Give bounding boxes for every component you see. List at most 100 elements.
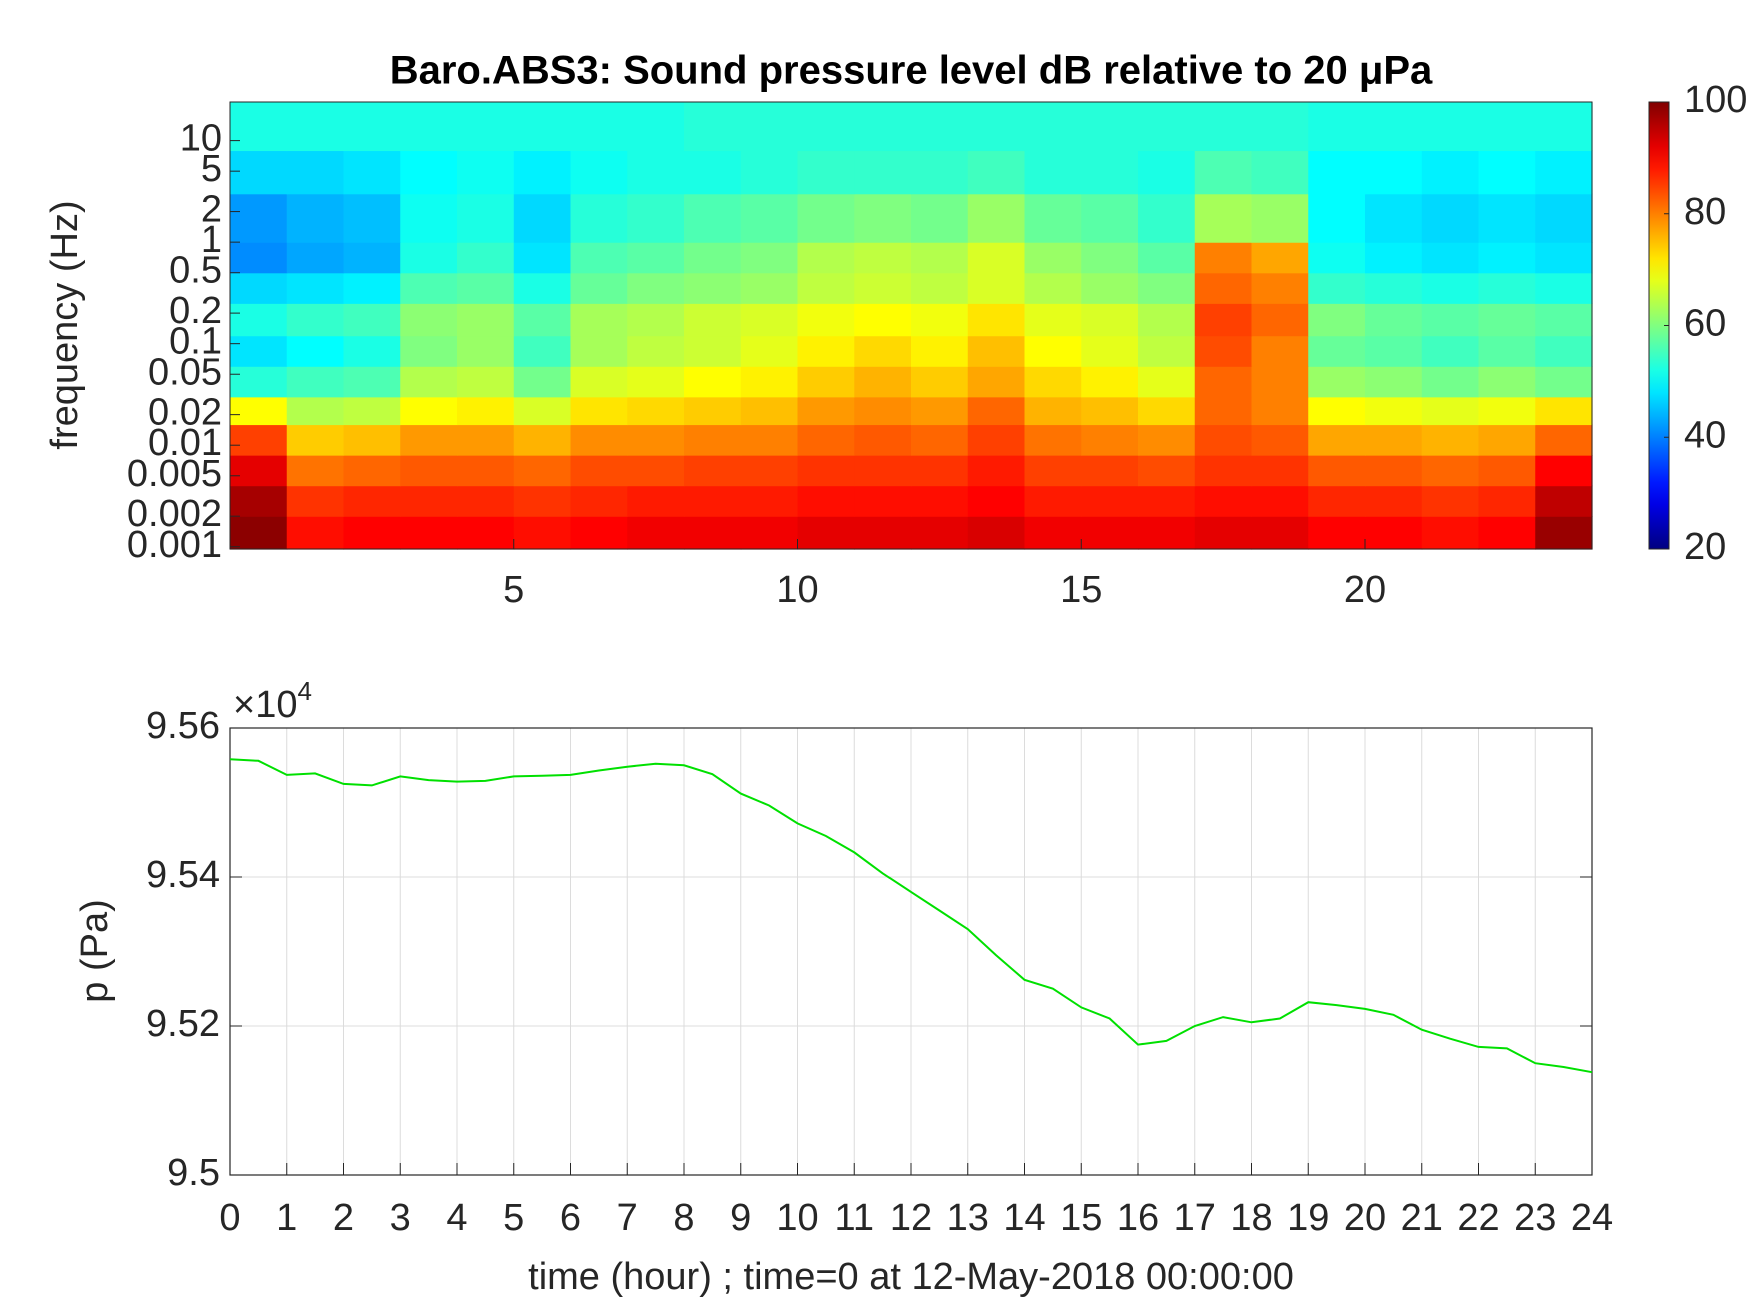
heatmap-cell (1535, 455, 1593, 487)
heatmap-cell (1138, 396, 1196, 426)
heatmap-cell (1024, 242, 1082, 274)
heatmap-cell (570, 516, 628, 550)
heatmap-cell (967, 424, 1026, 456)
x-tick-label: 18 (1230, 1197, 1272, 1239)
x-tick-label: 24 (1571, 1197, 1613, 1239)
heatmap-cell (1024, 303, 1082, 337)
heatmap-cell (1138, 455, 1196, 487)
y-tick-label: 0.02 (148, 392, 222, 434)
colorbar-tick-label: 60 (1684, 303, 1726, 345)
heatmap-cell (1024, 272, 1082, 304)
heatmap-cell (1421, 242, 1480, 274)
heatmap-cell (911, 424, 969, 456)
heatmap-cell (1194, 193, 1253, 243)
heatmap-cell (457, 303, 515, 337)
heatmap-cell (400, 455, 458, 487)
x-tick-label: 4 (446, 1197, 467, 1239)
heatmap-cell (684, 150, 742, 195)
heatmap-cell (286, 424, 345, 456)
heatmap-cell (684, 455, 742, 487)
heatmap-cell (1138, 335, 1196, 367)
heatmap-cell (1478, 303, 1536, 337)
heatmap-cell (627, 485, 685, 517)
heatmap-cell (400, 102, 458, 152)
heatmap-cell (1478, 366, 1536, 398)
heatmap-cell (1421, 303, 1480, 337)
heatmap-cell (1478, 516, 1536, 550)
heatmap-cell (1421, 455, 1480, 487)
heatmap-cell (513, 455, 572, 487)
heatmap-cell (967, 303, 1026, 337)
heatmap-cell (740, 424, 799, 456)
heatmap-cell (457, 242, 515, 274)
heatmap-cell (854, 455, 912, 487)
x-tick-label: 6 (560, 1197, 581, 1239)
heatmap-cell (1421, 424, 1480, 456)
heatmap-cell (1308, 335, 1366, 367)
heatmap-cell (1138, 516, 1196, 550)
heatmap-cell (343, 272, 401, 304)
heatmap-cell (230, 485, 288, 517)
heatmap-cell (1081, 455, 1139, 487)
heatmap-cell (286, 242, 345, 274)
heatmap-cell (1478, 193, 1536, 243)
heatmap-cell (797, 303, 855, 337)
heatmap-cell (1308, 485, 1366, 517)
heatmap-cell (513, 485, 572, 517)
heatmap-cell (1138, 303, 1196, 337)
heatmap-cell (1251, 193, 1309, 243)
x-tick-label: 5 (503, 569, 524, 611)
heatmap-cell (911, 485, 969, 517)
heatmap-cell (1138, 485, 1196, 517)
heatmap-cell (1535, 303, 1593, 337)
heatmap-cell (230, 335, 288, 367)
heatmap-cell (797, 485, 855, 517)
heatmap-cell (1365, 193, 1423, 243)
heatmap-cell (854, 150, 912, 195)
heatmap-cell (1251, 303, 1309, 337)
heatmap-cell (684, 242, 742, 274)
heatmap-cell (1478, 102, 1536, 152)
x-tick-label: 20 (1344, 569, 1386, 611)
heatmap-cell (797, 242, 855, 274)
heatmap-cell (627, 516, 685, 550)
heatmap-cell (286, 366, 345, 398)
heatmap-cell (230, 242, 288, 274)
heatmap-cell (684, 424, 742, 456)
heatmap-cell (570, 335, 628, 367)
x-tick-label: 11 (835, 1197, 874, 1239)
y-tick-label: 9.56 (146, 705, 220, 747)
heatmap-cell (513, 366, 572, 398)
x-tick-label: 15 (1060, 1197, 1102, 1239)
x-tick-label: 15 (1060, 569, 1102, 611)
heatmap-cell (570, 272, 628, 304)
heatmap-cell (1478, 455, 1536, 487)
heatmap-cell (797, 366, 855, 398)
x-tick-label: 8 (673, 1197, 694, 1239)
heatmap-cell (1308, 396, 1366, 426)
heatmap-cell (400, 242, 458, 274)
heatmap-cell (627, 366, 685, 398)
heatmap-cell (627, 102, 685, 152)
colorbar-tick-label: 20 (1684, 526, 1726, 568)
heatmap-cell (1365, 150, 1423, 195)
heatmap-cell (740, 455, 799, 487)
heatmap-cell (1194, 366, 1253, 398)
heatmap-cell (1194, 455, 1253, 487)
heatmap-cell (684, 335, 742, 367)
heatmap-cell (513, 102, 572, 152)
x-tick-label: 17 (1174, 1197, 1216, 1239)
x-tick-label: 7 (617, 1197, 638, 1239)
heatmap-cell (854, 102, 912, 152)
heatmap-cell (684, 516, 742, 550)
heatmap-cell (1138, 424, 1196, 456)
heatmap-cell (1421, 193, 1480, 243)
y-tick-label: 10 (180, 118, 222, 160)
heatmap-cell (343, 424, 401, 456)
heatmap-cell (343, 242, 401, 274)
heatmap-cell (1251, 366, 1309, 398)
heatmap-cell (1024, 150, 1082, 195)
heatmap-cell (1024, 516, 1082, 550)
heatmap-cell (1024, 193, 1082, 243)
